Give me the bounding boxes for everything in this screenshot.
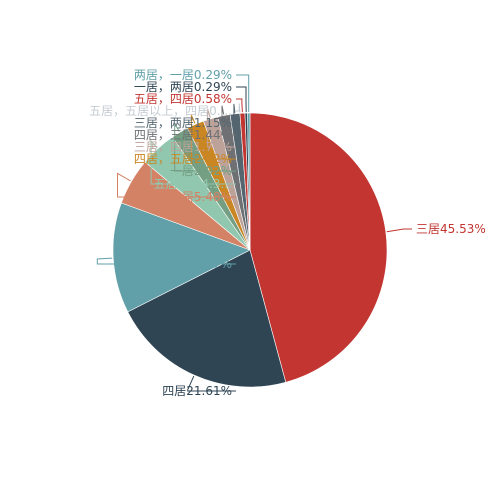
label-leader-lines xyxy=(96,74,412,392)
slice-label-10: 五居，五居以上，四居0.... xyxy=(89,104,232,118)
slice-label-13: 两居，一居0.29% xyxy=(134,68,232,82)
slice-label-1: 四居21.61% xyxy=(162,384,232,398)
leader-line-5 xyxy=(174,121,236,172)
leader-line-4 xyxy=(150,139,236,185)
slice-label-9: 三居，两居1.15% xyxy=(134,116,232,130)
pie-slice-0[interactable] xyxy=(249,112,388,383)
slice-label-7: 三居，四居1.73% xyxy=(134,140,232,154)
slice-label-3: 五居5.48% xyxy=(170,190,232,204)
leader-line-8 xyxy=(221,105,236,136)
slice-label-2: 两居12.97% xyxy=(162,257,232,271)
leader-line-7 xyxy=(207,109,236,148)
leader-line-10 xyxy=(236,103,241,113)
slice-labels: 三居45.53% 四居21.61% 两居12.97% 五居5.48%五居以上4.3..… xyxy=(89,68,486,398)
leader-line-3 xyxy=(117,172,236,198)
leader-line-6 xyxy=(190,114,236,160)
leader-line-13 xyxy=(236,74,250,112)
slice-label-0: 三居45.53% xyxy=(416,222,486,236)
slice-label-4: 五居以上4.3... xyxy=(153,177,232,191)
pie-slice-2[interactable] xyxy=(112,202,251,313)
slice-label-12: 一居，两居0.29% xyxy=(134,80,232,94)
leader-line-2 xyxy=(96,257,236,265)
leader-line-11 xyxy=(236,98,243,113)
slice-label-5: 一居2.02% xyxy=(170,164,232,178)
slice-label-11: 五居，四居0.58% xyxy=(134,92,232,106)
leader-line-0 xyxy=(386,228,412,233)
leader-line-9 xyxy=(233,103,236,124)
leader-line-1 xyxy=(187,375,236,392)
pie-slice-13[interactable] xyxy=(247,112,251,251)
slice-label-8: 四居，三居1.44% xyxy=(134,128,232,142)
leader-line-12 xyxy=(236,86,247,113)
pie-slices xyxy=(112,112,388,388)
slice-label-6: 四居，五居2.02% xyxy=(134,152,232,166)
pie-slice-1[interactable] xyxy=(127,249,287,388)
